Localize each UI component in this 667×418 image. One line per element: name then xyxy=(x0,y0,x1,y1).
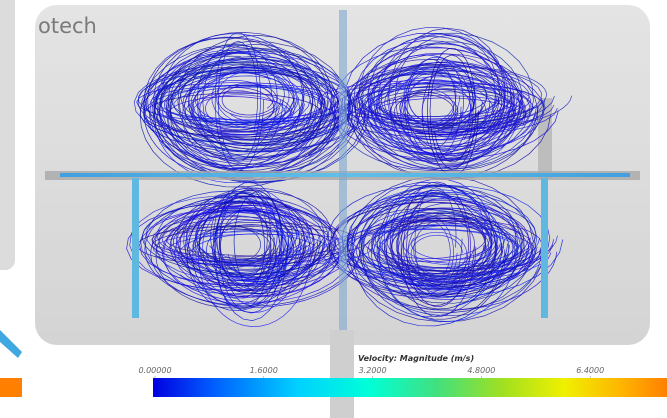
baffle xyxy=(538,98,552,178)
page: {"brand": "otech", "colorbar": {"title":… xyxy=(0,0,667,418)
center-shaft xyxy=(339,10,347,330)
tick-label: 0.00000 xyxy=(138,366,171,375)
colorbar xyxy=(153,378,667,397)
tick-label: 1.6000 xyxy=(250,366,278,375)
colorbar-ticks: 0.00000 1.6000 3.2000 4.8000 6.4000 xyxy=(138,366,604,378)
shaft-lower xyxy=(330,330,354,418)
right-blade xyxy=(541,178,548,318)
scene: otech Velocity: Magnitude (m/s) 0.00000 1… xyxy=(0,0,667,418)
tick-label: 4.8000 xyxy=(467,366,495,375)
left-blade xyxy=(132,178,139,318)
tick-label: 3.2000 xyxy=(359,366,387,375)
side-panel xyxy=(0,0,15,270)
tick-label: 6.4000 xyxy=(576,366,604,375)
colorbar-title: Velocity: Magnitude (m/s) xyxy=(358,354,474,363)
pipe xyxy=(0,330,22,358)
brand: otech xyxy=(38,14,97,38)
left-colorbar xyxy=(0,378,22,397)
